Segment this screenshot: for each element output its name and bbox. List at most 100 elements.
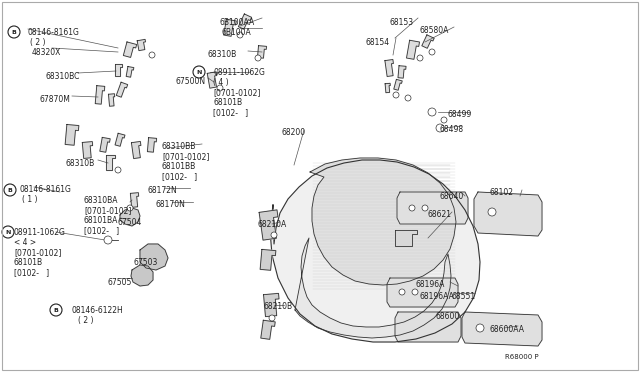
Text: 67870M: 67870M [40,95,71,104]
Text: 68210B: 68210B [264,302,293,311]
Text: [0102-   ]: [0102- ] [213,108,248,117]
Text: 68196A: 68196A [416,280,445,289]
Polygon shape [474,192,542,236]
Polygon shape [398,66,406,78]
Text: 68170N: 68170N [155,200,185,209]
Text: 68310BC: 68310BC [45,72,79,81]
Circle shape [409,205,415,211]
Polygon shape [120,208,140,226]
Text: 6B100AA: 6B100AA [220,18,255,27]
Text: 68499: 68499 [448,110,472,119]
Circle shape [149,52,155,58]
Circle shape [441,117,447,123]
Text: 08911-1062G: 08911-1062G [14,228,66,237]
Circle shape [417,55,423,61]
Text: 68310B: 68310B [208,50,237,59]
Circle shape [127,205,133,211]
Circle shape [412,289,418,295]
Text: 67503: 67503 [133,258,157,267]
Text: 6B100A: 6B100A [222,28,252,37]
Text: 68153: 68153 [390,18,414,27]
Text: 68310B: 68310B [66,159,95,168]
Text: [0102-   ]: [0102- ] [14,268,49,277]
Text: [0701-0102]: [0701-0102] [162,152,209,161]
Text: 67505: 67505 [108,278,132,287]
Polygon shape [115,133,125,146]
Text: 67500N: 67500N [176,77,206,86]
Polygon shape [131,141,141,158]
Circle shape [2,226,14,238]
Text: B: B [12,29,17,35]
Text: 68101BA: 68101BA [84,216,118,225]
Polygon shape [394,79,402,90]
Text: 67504: 67504 [117,218,141,227]
Polygon shape [422,35,434,48]
Circle shape [255,55,261,61]
Text: 68101B: 68101B [14,258,43,267]
Text: ( 1 ): ( 1 ) [22,195,38,204]
Text: [0701-0102]: [0701-0102] [213,88,260,97]
Circle shape [405,95,411,101]
Circle shape [104,236,112,244]
Polygon shape [270,160,480,342]
Polygon shape [239,14,252,29]
Polygon shape [295,238,451,338]
Text: 68310BB: 68310BB [162,142,196,151]
Circle shape [399,289,405,295]
Text: 68102: 68102 [490,188,514,197]
Text: ( 4 ): ( 4 ) [213,78,228,87]
Text: 68101B: 68101B [213,98,242,107]
Polygon shape [257,46,266,58]
Text: 68600AA: 68600AA [490,325,525,334]
Polygon shape [395,230,417,246]
Text: 08146-8161G: 08146-8161G [20,185,72,194]
Polygon shape [83,142,93,158]
Text: 08146-8161G: 08146-8161G [28,28,80,37]
Text: 68498: 68498 [440,125,464,134]
Text: ( 2 ): ( 2 ) [78,316,93,325]
Circle shape [429,49,435,55]
Text: 68154: 68154 [366,38,390,47]
Text: 08911-1062G: 08911-1062G [213,68,265,77]
Text: 68310BA: 68310BA [84,196,118,205]
Polygon shape [95,86,105,104]
Circle shape [428,108,436,116]
Polygon shape [137,39,145,51]
Circle shape [217,85,223,91]
Circle shape [422,205,428,211]
Text: N: N [196,70,202,74]
Circle shape [269,315,275,321]
Circle shape [488,208,496,216]
Polygon shape [126,67,134,77]
Circle shape [436,124,444,132]
Circle shape [476,324,484,332]
Polygon shape [131,265,153,286]
Circle shape [193,66,205,78]
Polygon shape [462,312,542,346]
Text: ( 2 ): ( 2 ) [30,38,45,47]
Polygon shape [224,19,236,36]
Text: 68621: 68621 [428,210,452,219]
Text: B: B [8,187,12,192]
Text: 48320X: 48320X [32,48,61,57]
Polygon shape [124,42,137,57]
Circle shape [393,92,399,98]
Polygon shape [264,294,279,317]
Polygon shape [140,244,168,270]
Polygon shape [406,40,419,59]
Circle shape [50,304,62,316]
Polygon shape [109,94,115,106]
Circle shape [4,184,16,196]
Text: 68196AA: 68196AA [420,292,455,301]
Text: [0102-   ]: [0102- ] [162,172,197,181]
Text: [0701-0102]: [0701-0102] [14,248,61,257]
Text: N: N [5,230,11,234]
Text: 68172N: 68172N [148,186,178,195]
Polygon shape [147,138,157,152]
Circle shape [115,167,121,173]
Polygon shape [116,82,128,97]
Polygon shape [385,60,394,77]
Text: 08146-6122H: 08146-6122H [72,306,124,315]
Polygon shape [207,72,217,88]
Text: 68580A: 68580A [420,26,449,35]
